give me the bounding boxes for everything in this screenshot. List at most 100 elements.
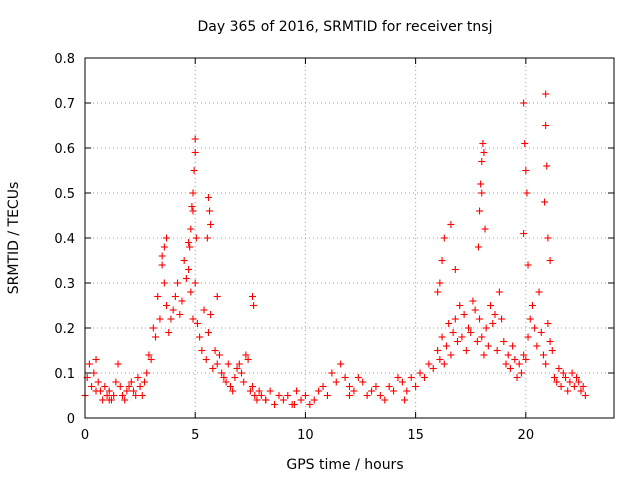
- data-point: [473, 338, 481, 345]
- data-point: [262, 396, 270, 404]
- data-point: [531, 324, 539, 332]
- data-point: [160, 279, 168, 287]
- data-point: [390, 387, 398, 395]
- data-point: [476, 207, 484, 215]
- data-point: [178, 297, 186, 305]
- data-point: [90, 369, 98, 377]
- data-point: [449, 329, 457, 336]
- x-tick-label: 20: [518, 428, 535, 443]
- data-point: [562, 374, 570, 381]
- data-point: [94, 378, 102, 386]
- data-point: [500, 338, 508, 345]
- data-point: [209, 365, 217, 372]
- data-point: [445, 320, 453, 327]
- data-point: [341, 374, 349, 381]
- data-point: [224, 360, 232, 368]
- data-point: [478, 189, 486, 197]
- data-point: [429, 365, 437, 372]
- data-point: [555, 365, 563, 372]
- data-point: [138, 392, 146, 399]
- data-point: [152, 333, 160, 341]
- data-point: [202, 356, 210, 363]
- data-point: [394, 374, 402, 381]
- data-point: [579, 383, 587, 390]
- data-point: [535, 288, 543, 296]
- data-point: [203, 234, 211, 242]
- data-point: [235, 360, 243, 368]
- data-point: [542, 122, 550, 129]
- data-point: [495, 288, 503, 296]
- data-point: [442, 342, 450, 350]
- data-point: [524, 333, 532, 341]
- data-point: [213, 360, 221, 368]
- data-point: [480, 149, 488, 156]
- data-point: [187, 225, 195, 233]
- data-points: [81, 90, 589, 408]
- data-point: [257, 392, 265, 399]
- data-point: [544, 320, 552, 327]
- data-point: [188, 203, 196, 210]
- x-tick-label: 10: [297, 428, 314, 443]
- y-tick-label: 0.5: [54, 187, 75, 202]
- data-point: [204, 329, 212, 336]
- data-point: [440, 234, 448, 242]
- data-point: [420, 374, 428, 381]
- data-point: [193, 320, 201, 327]
- data-point: [557, 383, 565, 390]
- data-point: [158, 252, 166, 260]
- data-point: [141, 378, 149, 386]
- data-point: [541, 198, 549, 206]
- data-point: [484, 342, 492, 350]
- data-point: [403, 387, 411, 395]
- data-point: [359, 378, 367, 386]
- data-point: [136, 383, 144, 390]
- data-point: [372, 383, 380, 390]
- data-point: [546, 257, 554, 264]
- y-tick-label: 0: [67, 412, 75, 427]
- data-point: [103, 392, 111, 399]
- data-point: [504, 351, 512, 359]
- data-point: [121, 396, 129, 404]
- data-point: [249, 293, 257, 300]
- data-point: [480, 351, 488, 359]
- data-point: [478, 158, 486, 165]
- data-point: [323, 392, 331, 399]
- data-point: [376, 392, 384, 399]
- data-point: [114, 360, 122, 368]
- data-point: [266, 387, 274, 395]
- data-point: [509, 342, 517, 350]
- data-point: [271, 401, 279, 408]
- data-point: [226, 383, 234, 390]
- data-point: [251, 392, 259, 399]
- data-point: [537, 329, 545, 336]
- data-point: [354, 374, 362, 381]
- data-point: [215, 351, 223, 359]
- data-point: [149, 324, 157, 332]
- data-point: [293, 387, 301, 395]
- data-point: [284, 392, 292, 399]
- data-point: [191, 279, 199, 287]
- data-point: [233, 365, 241, 372]
- data-point: [211, 347, 219, 354]
- data-point: [539, 351, 547, 359]
- data-point: [118, 392, 126, 399]
- data-point: [250, 302, 258, 309]
- data-point: [185, 266, 193, 273]
- data-point: [255, 387, 263, 395]
- data-point: [489, 320, 497, 327]
- data-point: [301, 392, 309, 399]
- data-point: [160, 243, 168, 251]
- data-point: [412, 383, 420, 390]
- data-point: [515, 360, 523, 368]
- data-point: [498, 315, 506, 323]
- data-point: [520, 351, 528, 359]
- y-tick-label: 0.6: [54, 142, 75, 157]
- data-point: [207, 311, 215, 318]
- data-point: [187, 288, 195, 296]
- data-point: [520, 230, 528, 237]
- data-point: [191, 135, 199, 143]
- data-point: [156, 315, 164, 323]
- data-point: [218, 369, 226, 377]
- data-point: [127, 378, 135, 386]
